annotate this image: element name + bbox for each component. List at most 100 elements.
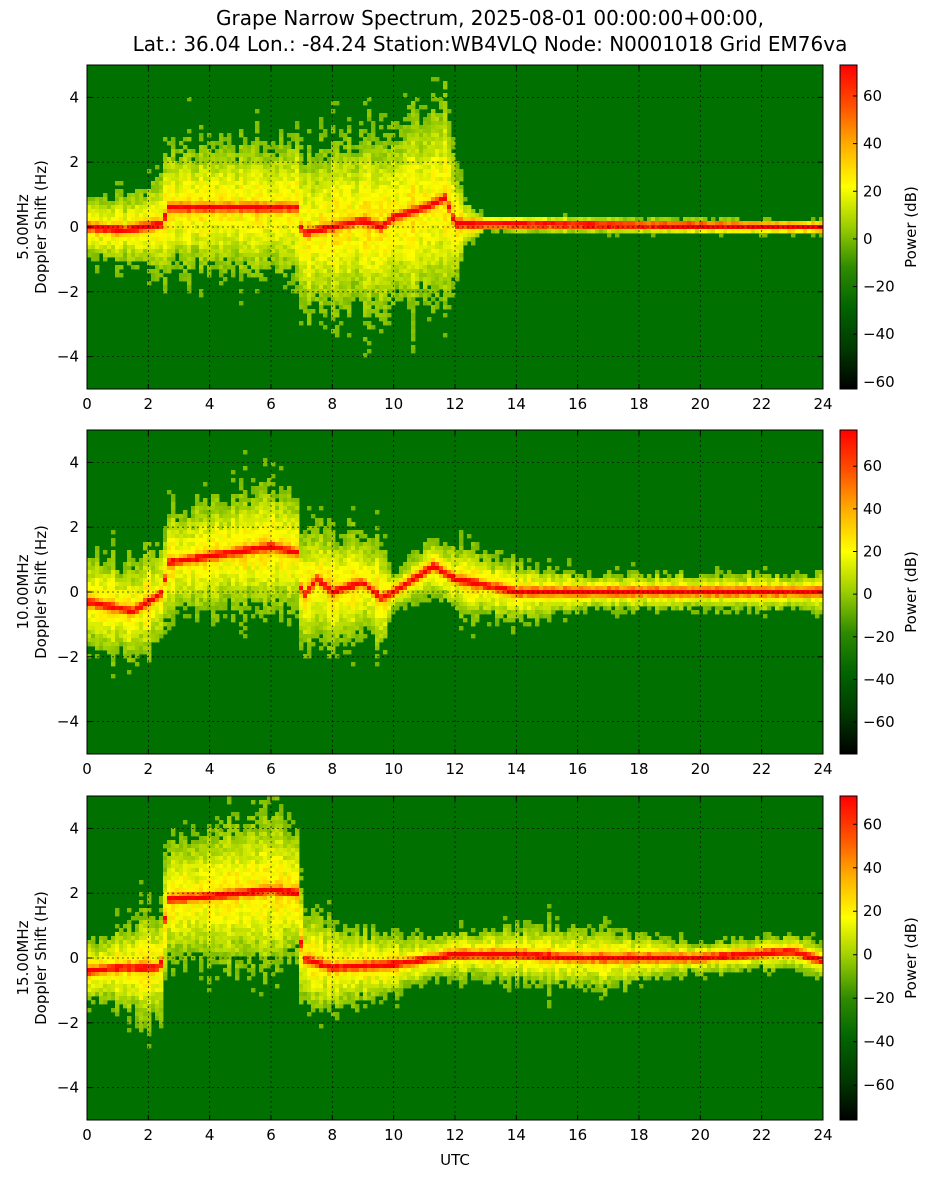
heatmap-cell [315,161,320,166]
heatmap-cell [347,233,352,238]
heatmap-cell [435,269,440,274]
heatmap-cell [227,153,232,158]
heatmap-cell [407,181,412,186]
heatmap-cell [383,241,388,246]
heatmap-cell [279,229,284,234]
heatmap-cell [311,201,316,206]
heatmap-cell [439,241,444,246]
y-axis-label: 5.00MHzDoppler Shift (Hz) [14,160,50,294]
heatmap-cell [275,185,280,190]
heatmap-cell [383,265,388,270]
heatmap-cell [139,221,144,226]
heatmap-cell [447,305,452,310]
heatmap-cell [139,614,144,619]
heatmap-cell [711,221,716,226]
heatmap-cell [463,197,468,202]
heatmap-cell [723,221,728,226]
heatmap-cell [199,530,204,535]
heatmap-cell [95,221,100,226]
heatmap-cell [379,225,384,230]
heatmap-cell [291,221,296,226]
heatmap-cell [223,574,228,579]
heatmap-cell [103,630,108,635]
heatmap-cell [119,265,124,270]
heatmap-cell [407,285,412,290]
heatmap-cell [119,594,124,599]
heatmap-cell [363,265,368,270]
heatmap-cell [735,217,740,222]
heatmap-cell [339,245,344,250]
heatmap-cell [523,217,528,222]
heatmap-cell [263,542,268,547]
heatmap-cell [211,622,216,627]
heatmap-cell [251,530,256,535]
heatmap-cell [159,578,164,583]
heatmap-cell [727,217,732,222]
heatmap-cell [427,117,432,122]
heatmap-cell [307,321,312,326]
heatmap-cell [291,149,296,154]
heatmap-cell [171,498,176,503]
heatmap-cell [211,229,216,234]
heatmap-cell [163,574,168,579]
heatmap-cell [191,261,196,266]
heatmap-cell [255,205,260,210]
heatmap-cell [211,213,216,218]
heatmap-cell [339,201,344,206]
heatmap-cell [247,562,252,567]
heatmap-cell [191,173,196,178]
heatmap-cell [267,225,272,230]
heatmap-cell [415,157,420,162]
heatmap-cell [391,201,396,206]
heatmap-cell [187,149,192,154]
heatmap-cell [103,257,108,262]
heatmap-cell [287,193,292,198]
heatmap-cell [619,229,624,234]
heatmap-cell [423,237,428,242]
heatmap-cell [371,201,376,206]
heatmap-cell [319,261,324,266]
heatmap-cell [511,221,516,226]
heatmap-cell [791,233,796,238]
heatmap-cell [323,161,328,166]
heatmap-cell [111,622,116,627]
heatmap-cell [243,570,248,575]
heatmap-cell [351,277,356,282]
heatmap-cell [223,237,228,242]
heatmap-cell [271,462,276,467]
heatmap-cell [583,229,588,234]
heatmap-cell [439,193,444,198]
heatmap-cell [651,221,656,226]
heatmap-cell [559,221,564,226]
heatmap-cell [483,221,488,226]
heatmap-cell [163,265,168,270]
heatmap-cell [159,237,164,242]
heatmap-cell [183,253,188,258]
heatmap-cell [299,205,304,210]
heatmap-cell [215,169,220,174]
heatmap-cell [383,133,388,138]
heatmap-cell [275,217,280,222]
heatmap-cell [271,217,276,222]
heatmap-cell [307,205,312,210]
heatmap-cell [415,161,420,166]
heatmap-cell [263,193,268,198]
heatmap-cell [147,642,152,647]
heatmap-cell [443,289,448,294]
heatmap-cell [459,185,464,190]
heatmap-cell [119,273,124,278]
heatmap-cell [383,221,388,226]
heatmap-cell [451,157,456,162]
heatmap-cell [227,165,232,170]
heatmap-cell [227,209,232,214]
heatmap-cell [339,177,344,182]
heatmap-cell [175,546,180,551]
heatmap-cell [179,165,184,170]
heatmap-cell [155,253,160,258]
heatmap-cell [235,562,240,567]
heatmap-cell [687,217,692,222]
heatmap-cell [259,522,264,527]
heatmap-cell [163,233,168,238]
heatmap-cell [607,217,612,222]
heatmap-cell [419,237,424,242]
